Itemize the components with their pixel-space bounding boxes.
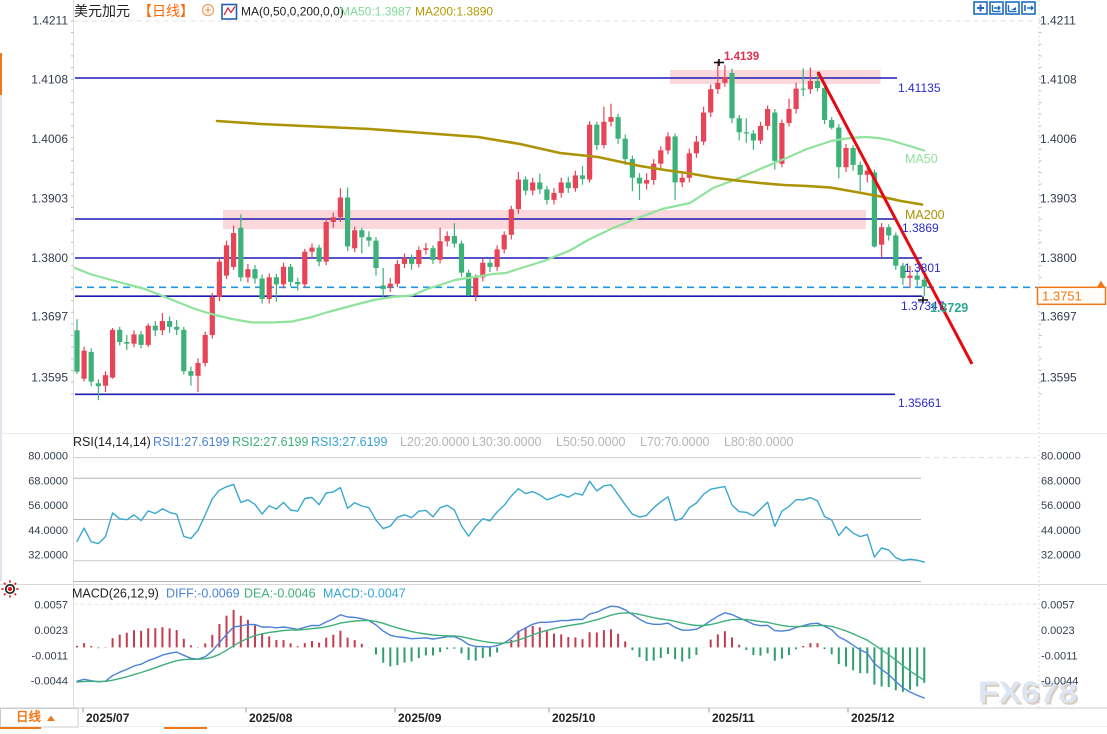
svg-text:0.0023: 0.0023 xyxy=(34,625,68,637)
svg-text:MA200: MA200 xyxy=(905,208,945,222)
svg-text:L70:70.0000: L70:70.0000 xyxy=(640,435,710,449)
svg-text:80.0000: 80.0000 xyxy=(28,451,68,463)
svg-text:1.3595: 1.3595 xyxy=(31,371,68,385)
svg-text:1.4211: 1.4211 xyxy=(32,14,68,28)
svg-text:1.4006: 1.4006 xyxy=(31,132,68,146)
svg-text:MA50: MA50 xyxy=(905,152,938,166)
svg-text:2025/08: 2025/08 xyxy=(249,711,293,725)
svg-text:1.3903: 1.3903 xyxy=(31,192,68,206)
svg-text:-0.0044: -0.0044 xyxy=(31,676,68,688)
svg-text:2025/12: 2025/12 xyxy=(851,711,895,725)
svg-text:2025/09: 2025/09 xyxy=(398,711,442,725)
svg-text:RSI(14,14,14): RSI(14,14,14) xyxy=(73,435,151,449)
svg-text:1.3595: 1.3595 xyxy=(1040,371,1077,385)
svg-text:1.35661: 1.35661 xyxy=(898,396,942,410)
svg-text:RSI2:27.6199: RSI2:27.6199 xyxy=(232,435,308,449)
svg-text:2025/07: 2025/07 xyxy=(86,711,130,725)
svg-text:L30:30.0000: L30:30.0000 xyxy=(472,435,542,449)
svg-text:68.0000: 68.0000 xyxy=(1041,475,1081,487)
svg-text:1.4211: 1.4211 xyxy=(1040,14,1076,28)
svg-text:44.0000: 44.0000 xyxy=(28,525,68,537)
svg-text:0.0023: 0.0023 xyxy=(1041,625,1075,637)
svg-text:1.4139: 1.4139 xyxy=(724,51,759,63)
svg-text:FX678: FX678 xyxy=(978,675,1077,710)
svg-text:MACD:-0.0047: MACD:-0.0047 xyxy=(323,587,406,601)
svg-text:0.0057: 0.0057 xyxy=(1041,599,1075,611)
svg-text:-0.0011: -0.0011 xyxy=(32,651,69,663)
svg-text:RSI3:27.6199: RSI3:27.6199 xyxy=(311,435,387,449)
svg-text:1.4108: 1.4108 xyxy=(1040,73,1077,87)
svg-text:1.3729: 1.3729 xyxy=(930,301,968,315)
svg-text:2025/11: 2025/11 xyxy=(712,711,755,725)
svg-text:FX678: FX678 xyxy=(980,677,1079,712)
svg-text:56.0000: 56.0000 xyxy=(28,500,68,512)
svg-text:1.3697: 1.3697 xyxy=(31,310,68,324)
svg-text:MA(0,50,0,200,0,0): MA(0,50,0,200,0,0) xyxy=(241,5,344,19)
svg-text:MA200:1.3890: MA200:1.3890 xyxy=(415,5,493,19)
svg-text:1.37347: 1.37347 xyxy=(901,299,945,313)
svg-text:56.0000: 56.0000 xyxy=(1041,500,1081,512)
svg-text:日线: 日线 xyxy=(16,709,42,724)
svg-text:44.0000: 44.0000 xyxy=(1041,525,1081,537)
svg-text:L50:50.0000: L50:50.0000 xyxy=(556,435,626,449)
svg-text:L80:80.0000: L80:80.0000 xyxy=(724,435,794,449)
svg-text:80.0000: 80.0000 xyxy=(1041,451,1081,463)
svg-text:-0.0044: -0.0044 xyxy=(1041,676,1078,688)
svg-text:1.3751: 1.3751 xyxy=(1042,289,1082,304)
svg-text:DEA:-0.0046: DEA:-0.0046 xyxy=(244,587,316,601)
svg-text:1.3801: 1.3801 xyxy=(904,261,941,275)
svg-text:RSI1:27.6199: RSI1:27.6199 xyxy=(153,435,229,449)
svg-text:1.3697: 1.3697 xyxy=(1040,310,1077,324)
svg-text:【日线】: 【日线】 xyxy=(138,3,194,19)
svg-text:1.3800: 1.3800 xyxy=(31,251,68,265)
svg-text:美元加元: 美元加元 xyxy=(74,3,130,19)
svg-text:1.3800: 1.3800 xyxy=(1040,251,1077,265)
svg-text:L20:20.0000: L20:20.0000 xyxy=(400,435,470,449)
svg-text:32.0000: 32.0000 xyxy=(28,550,68,562)
svg-text:1.3869: 1.3869 xyxy=(902,221,939,235)
svg-text:DIFF:-0.0069: DIFF:-0.0069 xyxy=(166,587,240,601)
svg-text:68.0000: 68.0000 xyxy=(28,475,68,487)
svg-text:1.4108: 1.4108 xyxy=(31,73,68,87)
svg-text:0.0057: 0.0057 xyxy=(34,599,68,611)
svg-text:32.0000: 32.0000 xyxy=(1041,550,1081,562)
svg-text:-0.0011: -0.0011 xyxy=(1041,651,1078,663)
svg-text:1.41135: 1.41135 xyxy=(898,81,941,95)
svg-text:1.3903: 1.3903 xyxy=(1040,192,1077,206)
svg-text:1.4006: 1.4006 xyxy=(1040,132,1077,146)
svg-text:MA50:1.3987: MA50:1.3987 xyxy=(340,5,412,19)
svg-text:MACD(26,12,9): MACD(26,12,9) xyxy=(72,587,159,601)
svg-text:2025/10: 2025/10 xyxy=(552,711,596,725)
